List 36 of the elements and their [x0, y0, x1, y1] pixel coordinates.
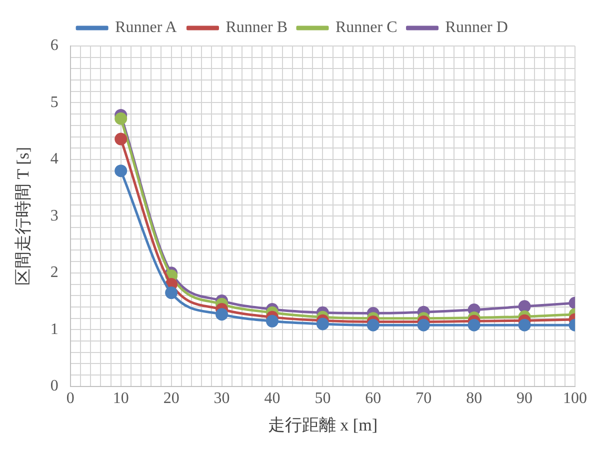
- y-axis-title: 区間走行時間 T [s]: [14, 146, 33, 286]
- point: [114, 112, 128, 125]
- legend-label: Runner D: [445, 19, 508, 36]
- point: [316, 318, 329, 330]
- x-tick-label: 60: [365, 390, 382, 408]
- x-tick-label: 10: [112, 390, 129, 408]
- x-tick-label: 30: [214, 390, 230, 408]
- y-tick-label: 0: [50, 378, 58, 395]
- point: [468, 318, 480, 332]
- point: [518, 300, 531, 313]
- x-tick-label: 100: [563, 390, 587, 408]
- point: [114, 164, 128, 178]
- x-tick-label: 20: [163, 390, 180, 408]
- y-tick-label: 2: [50, 264, 58, 282]
- legend-label: Runner B: [226, 19, 288, 36]
- point: [114, 132, 128, 146]
- legend-label: Runner A: [115, 19, 178, 36]
- point: [518, 318, 531, 332]
- y-tick-label: 5: [50, 94, 58, 111]
- point: [417, 318, 430, 332]
- y-tick-label: 6: [50, 37, 58, 54]
- point: [366, 318, 380, 332]
- x-tick-label: 40: [264, 390, 280, 408]
- point: [266, 314, 278, 328]
- x-tick-label: 80: [466, 390, 482, 408]
- y-tick-label: 4: [50, 150, 58, 168]
- y-tick-label: 1: [50, 320, 58, 338]
- x-tick-label: 70: [416, 390, 432, 408]
- point: [216, 308, 228, 321]
- x-tick-label: 50: [314, 390, 331, 408]
- x-tick-label: 90: [516, 390, 533, 408]
- x-axis-title: 走行距離 x [m]: [268, 415, 378, 434]
- x-tick-label: 0: [66, 390, 74, 408]
- legend-label: Runner C: [336, 19, 398, 36]
- y-tick-label: 3: [50, 207, 58, 224]
- point: [165, 286, 178, 300]
